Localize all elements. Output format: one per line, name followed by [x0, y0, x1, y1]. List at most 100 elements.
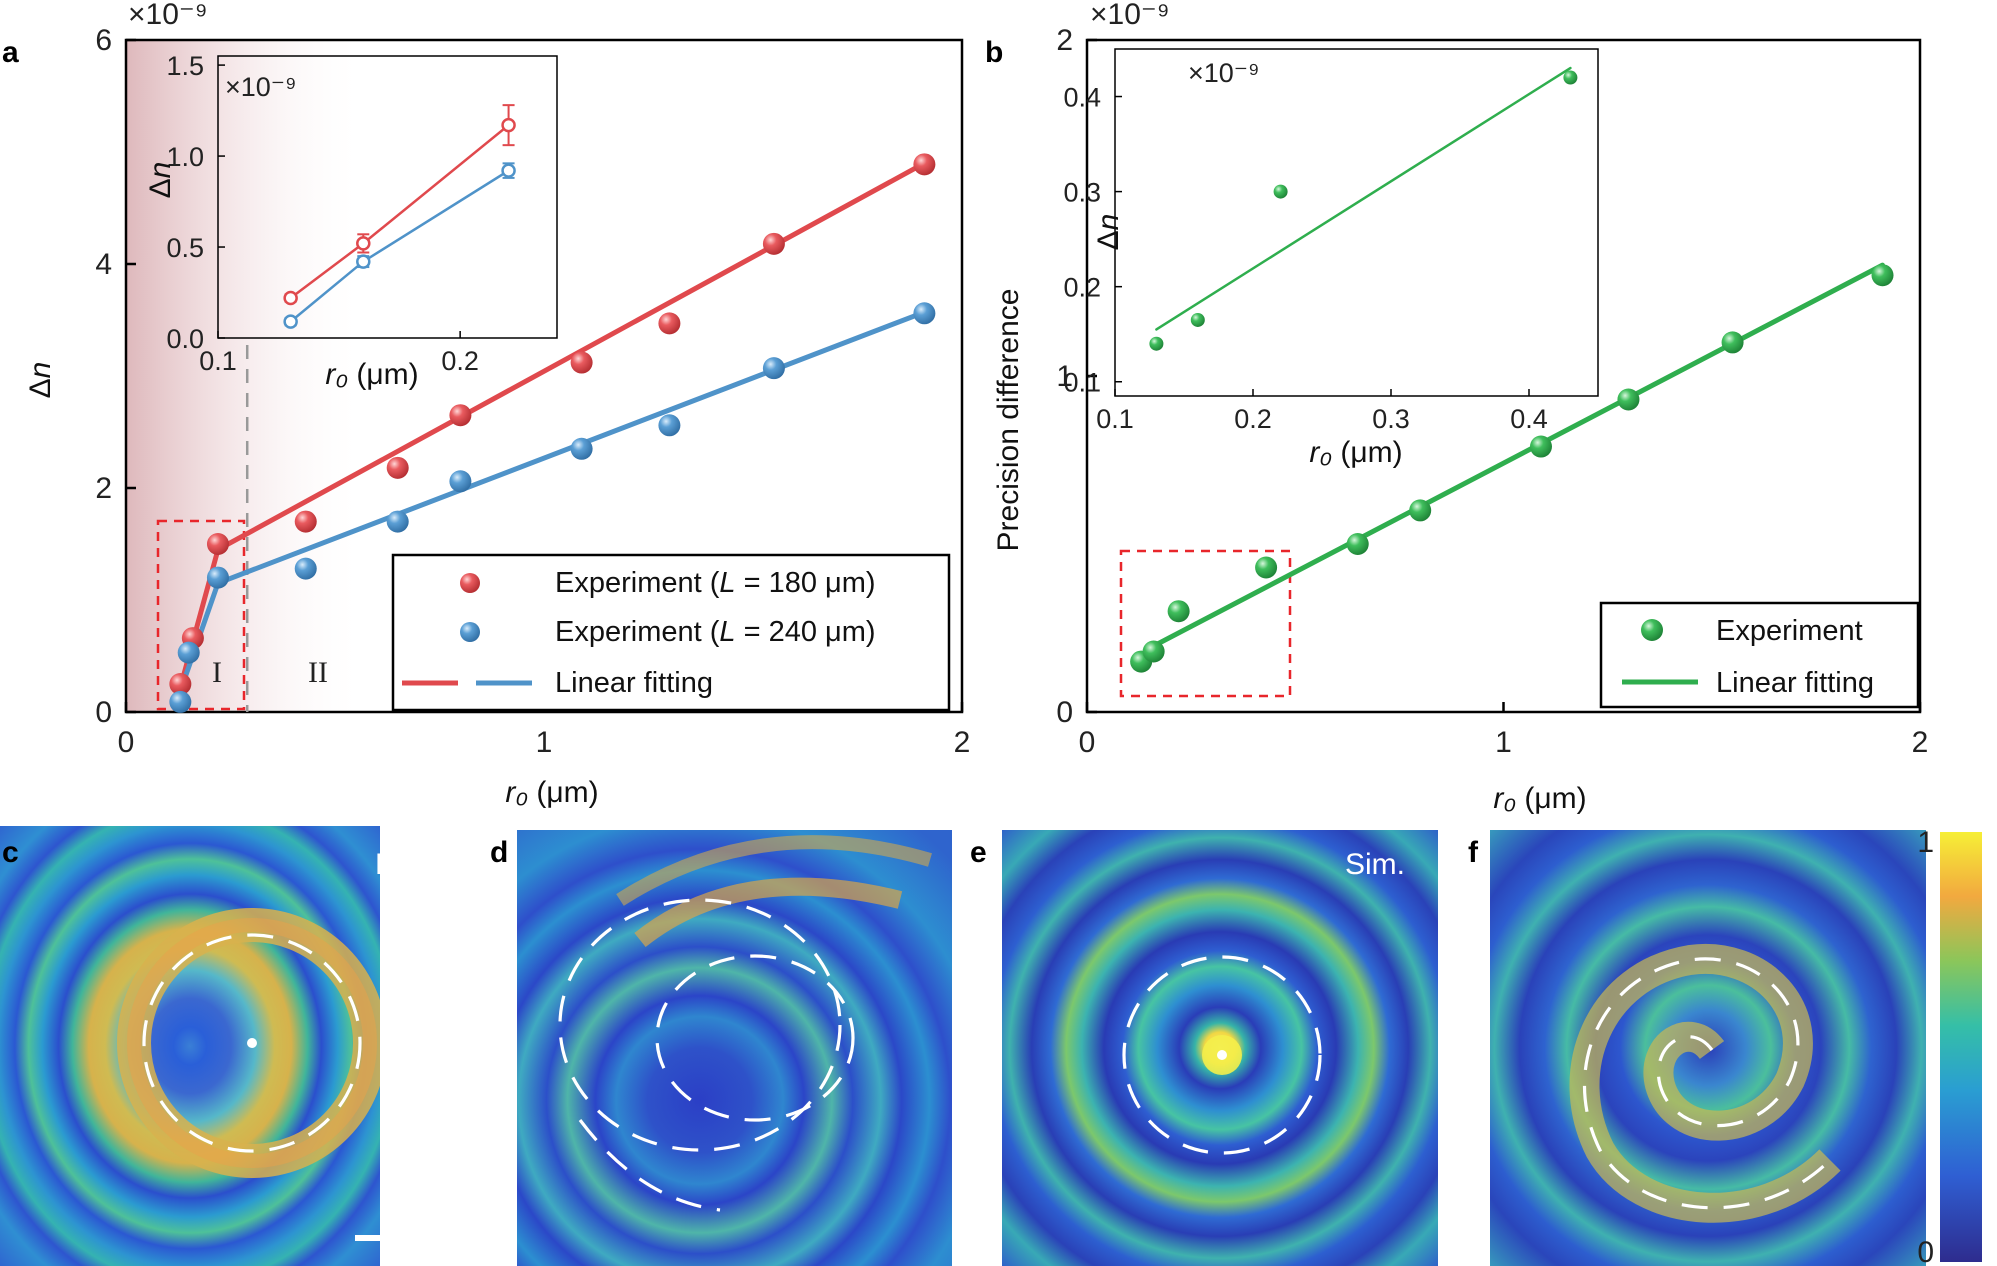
panel-letter-a: a — [2, 36, 19, 69]
y-axis-title: Δn — [1092, 214, 1125, 251]
colorbar-max-label: 1 — [1917, 826, 1934, 859]
panel-letter-f: f — [1468, 836, 1479, 869]
region-label-i: I — [212, 656, 222, 689]
inset-a: 0.1 0.2 0.0 0.5 1.0 1.5 ×10⁻⁹ r₀ (μm) Δn — [144, 51, 558, 391]
legend-a: Experiment (L = 180 μm) Experiment (L = … — [391, 553, 951, 712]
x-axis-var: r₀ — [1493, 782, 1524, 815]
y-tick-label: 0.3 — [1063, 178, 1101, 208]
data-point — [177, 641, 200, 664]
y-axis-title: Δn — [144, 162, 177, 199]
data-point — [1255, 556, 1278, 579]
x-tick-label: 0.3 — [1372, 404, 1410, 434]
y-axis-var: n — [1092, 214, 1125, 231]
inset-b-points — [1149, 70, 1578, 351]
x-axis-title: r₀ (μm) — [1493, 782, 1586, 815]
x-tick-label: 0.2 — [441, 346, 479, 376]
y-axis-var: n — [144, 162, 177, 179]
center-dot-e — [1217, 1050, 1227, 1060]
fit-line — [215, 160, 927, 553]
legend-a-marker-blue — [460, 622, 480, 642]
data-point — [1346, 533, 1369, 555]
x-axis-var: r₀ — [325, 358, 356, 391]
x-tick-label: 0.1 — [1096, 404, 1134, 434]
data-point — [1190, 312, 1205, 327]
colorbar — [1940, 832, 1982, 1262]
colorbar-min-label: 0 — [1917, 1236, 1934, 1266]
y-axis-delta: Δ — [24, 378, 57, 398]
image-f — [1490, 830, 1926, 1266]
y-tick-label: 0 — [95, 696, 112, 729]
axis-multiplier: ×10⁻⁹ — [1188, 58, 1260, 88]
y-tick-label: 1 — [1056, 360, 1073, 393]
data-point — [1871, 264, 1894, 287]
data-point — [1529, 435, 1552, 458]
legend-a-entry-3: Linear fitting — [555, 667, 713, 699]
x-tick-label: 0 — [118, 726, 135, 759]
y-tick-label: 2 — [95, 472, 112, 505]
axis-multiplier: ×10⁻⁹ — [225, 72, 297, 102]
data-point — [294, 510, 317, 533]
legend-b: Experiment Linear fitting — [1599, 601, 1920, 709]
x-axis-unit: (μm) — [1524, 782, 1586, 815]
y-tick-label: 0.0 — [166, 324, 204, 354]
data-point — [283, 314, 298, 329]
image-d — [517, 830, 952, 1266]
x-axis-var: r₀ — [505, 776, 536, 809]
dashed-ring-d-outer — [558, 898, 842, 1152]
image-e — [1002, 830, 1438, 1266]
data-point — [386, 510, 409, 533]
inset-a-frame — [217, 55, 558, 339]
panel-c: Exp. c — [0, 826, 435, 1266]
center-dot-c — [247, 1038, 257, 1048]
zoom-box-a — [156, 519, 246, 711]
panel-d: d — [490, 830, 952, 1266]
data-point — [570, 351, 593, 374]
panel-letter-c: c — [2, 836, 19, 869]
y-tick-label: 0 — [1056, 696, 1073, 729]
x-axis-title: r₀ (μm) — [505, 776, 598, 809]
panel-b: b 0 1 2 0 1 2 ×10⁻⁹ r₀ (μm) Precision difference… — [985, 0, 1928, 815]
image-label-exp: Exp. — [375, 848, 435, 881]
x-axis-unit: (μm) — [356, 358, 418, 391]
region-label-ii: II — [308, 656, 328, 689]
data-point — [169, 673, 192, 695]
y-tick-label: 4 — [95, 248, 112, 281]
data-point — [658, 312, 681, 335]
dashed-circle-c — [142, 933, 362, 1153]
y-axis-title: Precision difference — [992, 289, 1025, 552]
panel-letter-e: e — [970, 836, 987, 869]
data-point — [169, 690, 192, 713]
y-tick-label: 0.5 — [166, 233, 204, 263]
x-tick-label: 1 — [536, 726, 553, 759]
data-point — [762, 232, 785, 255]
data-point — [658, 414, 681, 437]
y-axis-var: n — [24, 362, 57, 379]
data-point — [1409, 499, 1432, 522]
chart-a-points — [169, 153, 936, 713]
data-point — [294, 557, 317, 580]
dashed-circle-e — [1122, 955, 1322, 1155]
dashed-ring-d-inner — [655, 954, 855, 1122]
y-tick-label: 0.2 — [1063, 273, 1101, 303]
inset-a-points — [283, 104, 516, 329]
data-point — [283, 290, 298, 306]
panel-a: a 0 1 2 0 2 4 6 ×10⁻⁹ r₀ (μm) Δn I II Experiment … — [2, 0, 970, 809]
image-c — [0, 826, 380, 1266]
legend-b-entry-2: Linear fitting — [1716, 667, 1874, 699]
chart-b-points — [1130, 264, 1894, 673]
x-tick-label: 2 — [954, 726, 971, 759]
axis-multiplier: ×10⁻⁹ — [128, 0, 208, 31]
x-tick-label: 0.4 — [1510, 404, 1548, 434]
data-point — [206, 533, 229, 555]
y-axis-delta: Δ — [144, 178, 177, 198]
x-tick-label: 0.1 — [199, 346, 237, 376]
y-axis-title: Δn — [24, 362, 57, 399]
inset-b-axes: 0.1 0.2 0.3 0.4 0.1 0.2 0.3 0.4 ×10⁻⁹ r₀ (μm) Δn — [1063, 58, 1547, 469]
data-point — [501, 117, 516, 133]
data-point — [449, 470, 472, 493]
image-label-sim: Sim. — [1345, 848, 1405, 881]
data-point — [1273, 184, 1288, 199]
data-point — [356, 254, 371, 269]
chart-a-axes: 0 1 2 0 2 4 6 ×10⁻⁹ r₀ (μm) Δn — [24, 0, 970, 809]
